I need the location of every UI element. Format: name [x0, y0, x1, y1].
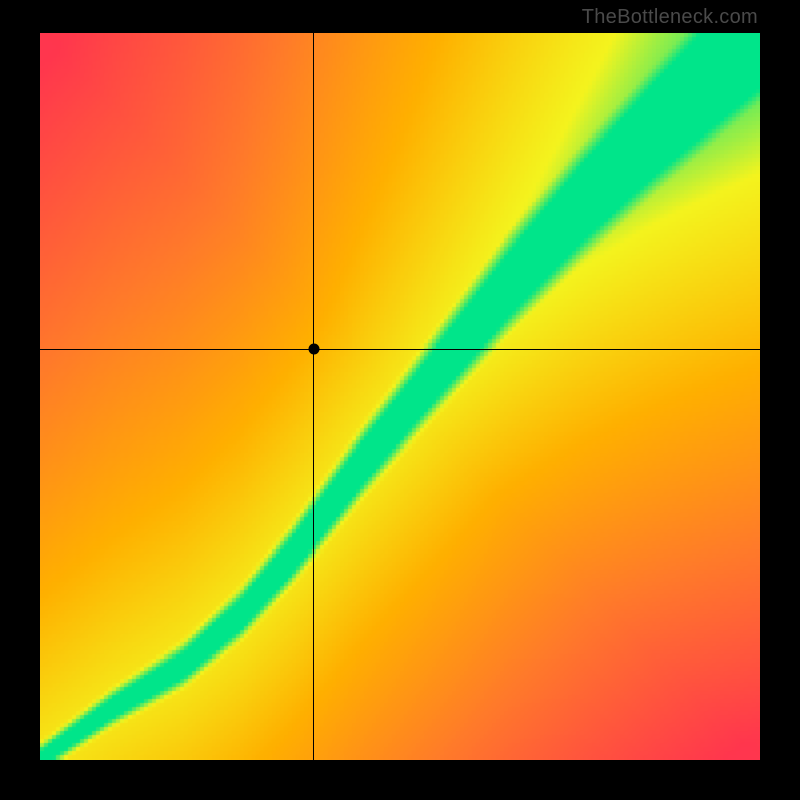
- crosshair-point: [308, 344, 319, 355]
- watermark-text: TheBottleneck.com: [582, 6, 758, 29]
- crosshair-horizontal: [40, 349, 760, 350]
- heatmap-canvas: [40, 33, 760, 760]
- heatmap-plot: [40, 33, 760, 760]
- crosshair-vertical: [313, 33, 314, 760]
